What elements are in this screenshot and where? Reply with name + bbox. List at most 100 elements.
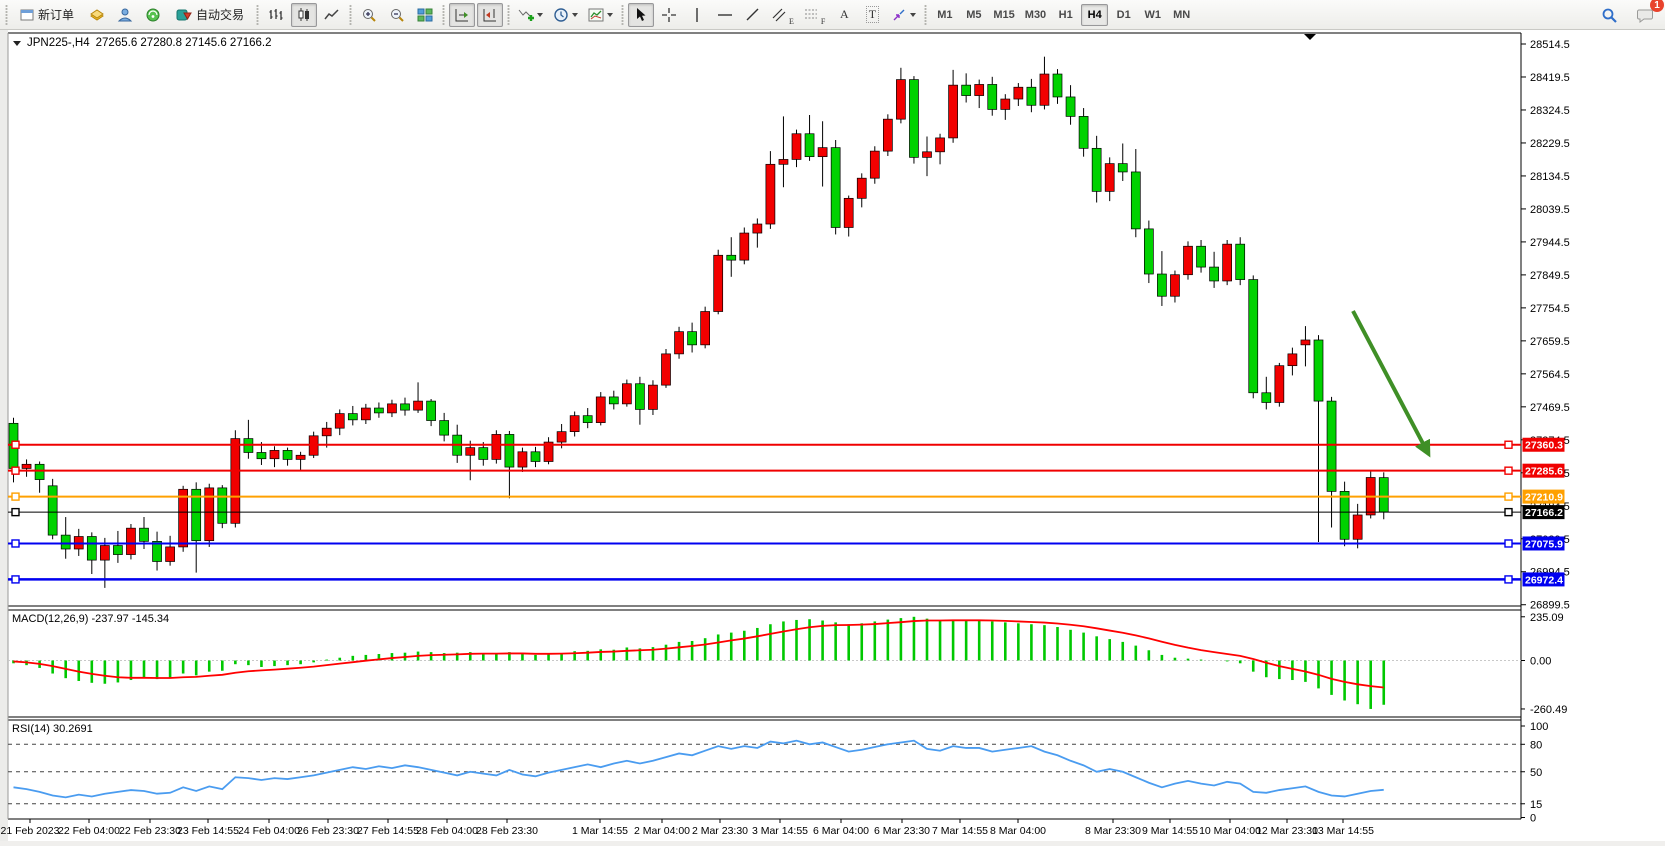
tab-timeframe-w1[interactable]: W1 <box>1144 8 1161 21</box>
toolbar-grip <box>440 4 448 25</box>
bar-chart-mode-button[interactable] <box>263 3 289 27</box>
candle-body <box>47 485 58 536</box>
tab-timeframe-m1[interactable]: M1 <box>937 8 953 21</box>
line-handle[interactable] <box>11 539 20 548</box>
line-handle[interactable] <box>1504 539 1513 548</box>
line-handle[interactable] <box>1504 466 1513 475</box>
add-indicator-icon <box>518 9 535 21</box>
candle-body <box>648 384 658 410</box>
time-axis-label: 3 Mar 14:55 <box>752 825 808 837</box>
zoom-out-button[interactable] <box>384 3 410 27</box>
line-handle[interactable] <box>11 575 20 584</box>
fibonacci-tool-button[interactable]: F <box>800 3 829 27</box>
down-arrow-annotation[interactable] <box>1351 310 1431 458</box>
rsi-line <box>13 739 1384 799</box>
horizontal-level-line[interactable]: 26972.4 <box>8 572 1565 587</box>
candle-body <box>126 527 136 555</box>
templates-button[interactable] <box>584 3 617 27</box>
price-level-label-box <box>1522 536 1565 551</box>
line-handle[interactable] <box>1504 507 1513 517</box>
line-handle[interactable] <box>11 466 20 475</box>
horizontal-line-icon <box>718 13 733 16</box>
candlestick-mode-button[interactable] <box>291 2 318 27</box>
crosshair-icon <box>662 7 677 22</box>
candle-body <box>1065 96 1076 117</box>
auto-scroll-button[interactable] <box>449 2 476 27</box>
horizontal-level-line[interactable]: 27360.3 <box>8 437 1565 452</box>
line-handle[interactable] <box>1504 492 1513 501</box>
new-order-label: 新订单 <box>38 8 75 22</box>
symbol-dropdown-icon[interactable] <box>13 40 21 46</box>
horizontal-line-tool-button[interactable] <box>712 3 738 27</box>
line-handle[interactable] <box>11 440 20 449</box>
horizontal-level-line[interactable]: 27166.2 <box>8 505 1565 520</box>
price-axis-tick-label: 28514.5 <box>1530 39 1570 51</box>
arrows-tool-icon <box>893 9 905 20</box>
horizontal-level-line[interactable]: 27285.6 <box>8 463 1565 478</box>
signals-button[interactable] <box>140 3 166 27</box>
rsi-axis-label: 80 <box>1530 739 1542 751</box>
candle-body <box>1143 228 1154 275</box>
trendline-tool-button[interactable] <box>740 3 766 27</box>
candle-body <box>830 147 841 228</box>
tile-windows-button[interactable] <box>412 3 438 27</box>
signal-globe-icon <box>146 8 160 21</box>
line-handle[interactable] <box>11 492 20 501</box>
text-tool-button[interactable]: A <box>831 3 857 27</box>
price-level-label-box <box>1522 437 1565 452</box>
time-axis-label: 7 Mar 14:55 <box>932 825 988 837</box>
chart-shift-button[interactable] <box>477 2 504 27</box>
candle-body <box>948 84 958 139</box>
tab-timeframe-mn[interactable]: MN <box>1173 8 1191 21</box>
horizontal-level-line[interactable]: 27075.9 <box>8 536 1565 551</box>
candle-body <box>635 383 645 410</box>
time-axis-label: 13 Mar 14:55 <box>1312 825 1374 837</box>
line-handle[interactable] <box>1504 440 1513 449</box>
zoom-in-button[interactable] <box>356 3 382 27</box>
price-level-label: 26972.4 <box>1525 574 1563 586</box>
candle-body <box>334 413 345 429</box>
indicators-button[interactable] <box>514 3 547 27</box>
price-axis-tick-label: 28134.5 <box>1530 171 1570 183</box>
chart-shift-marker[interactable] <box>1304 34 1316 40</box>
price-level-label: 27210.9 <box>1525 492 1563 504</box>
autotrading-button[interactable]: 自动交易 <box>168 3 252 27</box>
candle-body <box>413 400 423 411</box>
line-handle[interactable] <box>11 507 20 517</box>
candle-body <box>269 450 280 460</box>
tab-timeframe-m15[interactable]: M15 <box>993 8 1015 21</box>
new-order-button[interactable]: 新订单 <box>12 3 82 27</box>
candle-body <box>935 137 945 153</box>
line-chart-mode-button[interactable] <box>319 3 345 27</box>
history-center-button[interactable] <box>84 3 110 27</box>
cursor-tool-button[interactable] <box>628 2 655 27</box>
zoom-in-icon <box>363 8 376 22</box>
macd-axis-label: 235.09 <box>1530 612 1564 624</box>
text-label-tool-button[interactable]: T <box>859 3 885 27</box>
candle-body <box>1117 163 1128 173</box>
time-axis-label: 2 Mar 04:00 <box>634 825 690 837</box>
candle-body <box>1183 245 1193 276</box>
periods-button[interactable] <box>549 3 582 27</box>
candle-body <box>1157 273 1167 297</box>
tab-timeframe-h4[interactable]: H4 <box>1081 3 1109 26</box>
market-watch-button[interactable] <box>112 3 138 27</box>
vertical-line-tool-button[interactable] <box>684 3 710 27</box>
horizontal-level-line[interactable]: 27210.9 <box>8 489 1565 504</box>
candle-body <box>1352 514 1363 540</box>
tab-timeframe-d1[interactable]: D1 <box>1116 8 1131 21</box>
search-button[interactable] <box>1596 3 1622 27</box>
notifications-button[interactable]: 1 <box>1632 0 1664 27</box>
candle-body <box>687 331 697 346</box>
line-handle[interactable] <box>1504 575 1513 584</box>
arrows-tool-button[interactable] <box>887 3 920 27</box>
crosshair-tool-button[interactable] <box>656 3 682 27</box>
candle-body <box>556 431 567 443</box>
candle-body <box>504 434 515 468</box>
tab-timeframe-h1[interactable]: H1 <box>1058 8 1073 21</box>
tab-timeframe-m5[interactable]: M5 <box>966 8 982 21</box>
candle-body <box>204 487 215 542</box>
equidistant-channel-tool-button[interactable]: E <box>768 3 798 27</box>
tab-timeframe-m30[interactable]: M30 <box>1024 8 1047 21</box>
